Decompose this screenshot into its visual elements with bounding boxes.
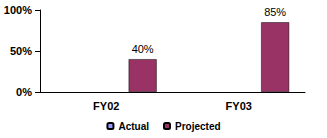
svg-text:Actual: Actual bbox=[118, 121, 149, 132]
svg-text:FY03: FY03 bbox=[226, 100, 252, 112]
svg-text:85%: 85% bbox=[264, 6, 286, 18]
svg-text:Projected: Projected bbox=[175, 121, 221, 132]
svg-text:FY02: FY02 bbox=[93, 100, 119, 112]
svg-text:40%: 40% bbox=[132, 43, 154, 55]
svg-text:0%: 0% bbox=[16, 86, 32, 98]
svg-text:100%: 100% bbox=[4, 4, 32, 16]
svg-text:50%: 50% bbox=[10, 45, 32, 57]
